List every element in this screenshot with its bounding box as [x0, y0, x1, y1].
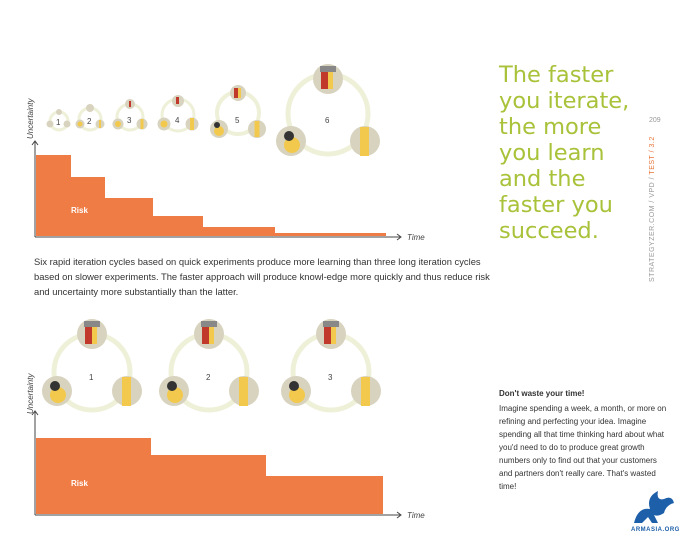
tool-icon [56, 109, 62, 115]
bottom-risk-area [36, 438, 383, 514]
bottom-cycle-3 [281, 319, 381, 413]
bottom-y-axis-label: Uncertainty [26, 373, 35, 414]
note-title: Don't waste your time! [499, 389, 585, 398]
headline: The faster you iterate, the more you lea… [499, 62, 630, 244]
cycle-1 [46, 109, 71, 132]
ruler-icon [63, 120, 71, 128]
cycle-number-4: 4 [175, 116, 180, 125]
bottom-x-axis-arrow [396, 511, 402, 519]
cycle-6 [276, 64, 380, 157]
cycle-number-5: 5 [235, 116, 240, 125]
cycle-number-2: 2 [87, 117, 92, 126]
bottom-cycle-number-2: 2 [206, 373, 211, 382]
person-icon [46, 120, 54, 128]
top-y-axis-label: Uncertainty [26, 98, 35, 139]
cycle-4 [157, 95, 199, 133]
sidebar-highlight: TEST / 3.2 [649, 136, 656, 175]
bottom-chart [31, 319, 402, 519]
top-x-axis-label: Time [407, 233, 425, 242]
top-risk-label: Risk [71, 206, 88, 215]
bottom-y-axis-arrow [31, 410, 39, 416]
top-risk-area [36, 155, 386, 236]
cycle-2 [75, 104, 105, 132]
caption-text: Six rapid iteration cycles based on quic… [34, 256, 490, 297]
bottom-risk-label: Risk [71, 479, 88, 488]
bottom-cycle-2 [159, 319, 259, 413]
bottom-cycle-number-1: 1 [89, 373, 94, 382]
cycle-number-3: 3 [127, 116, 132, 125]
page-number: 209 [649, 117, 661, 124]
tool-icon [86, 104, 94, 112]
top-y-axis-arrow [31, 140, 39, 146]
note-body: Imagine spending a week, a month, or mor… [499, 404, 667, 491]
sidebar-breadcrumb: STRATEGYZER.COM / VPD / TEST / 3.2 [649, 136, 656, 282]
cycle-3 [112, 99, 148, 132]
top-chart [31, 64, 402, 241]
pegasus-logo-icon [634, 491, 674, 523]
cycle-number-1: 1 [56, 118, 61, 127]
cycle-number-6: 6 [325, 116, 330, 125]
top-x-axis-arrow [396, 233, 402, 241]
logo-text: ARMASIA.ORG [631, 527, 680, 533]
bottom-cycle-number-3: 3 [328, 373, 333, 382]
sidebar-prefix: STRATEGYZER.COM / VPD / [649, 174, 656, 282]
cycle-5 [210, 85, 266, 138]
bottom-x-axis-label: Time [407, 511, 425, 520]
bottom-cycle-1 [42, 319, 142, 413]
